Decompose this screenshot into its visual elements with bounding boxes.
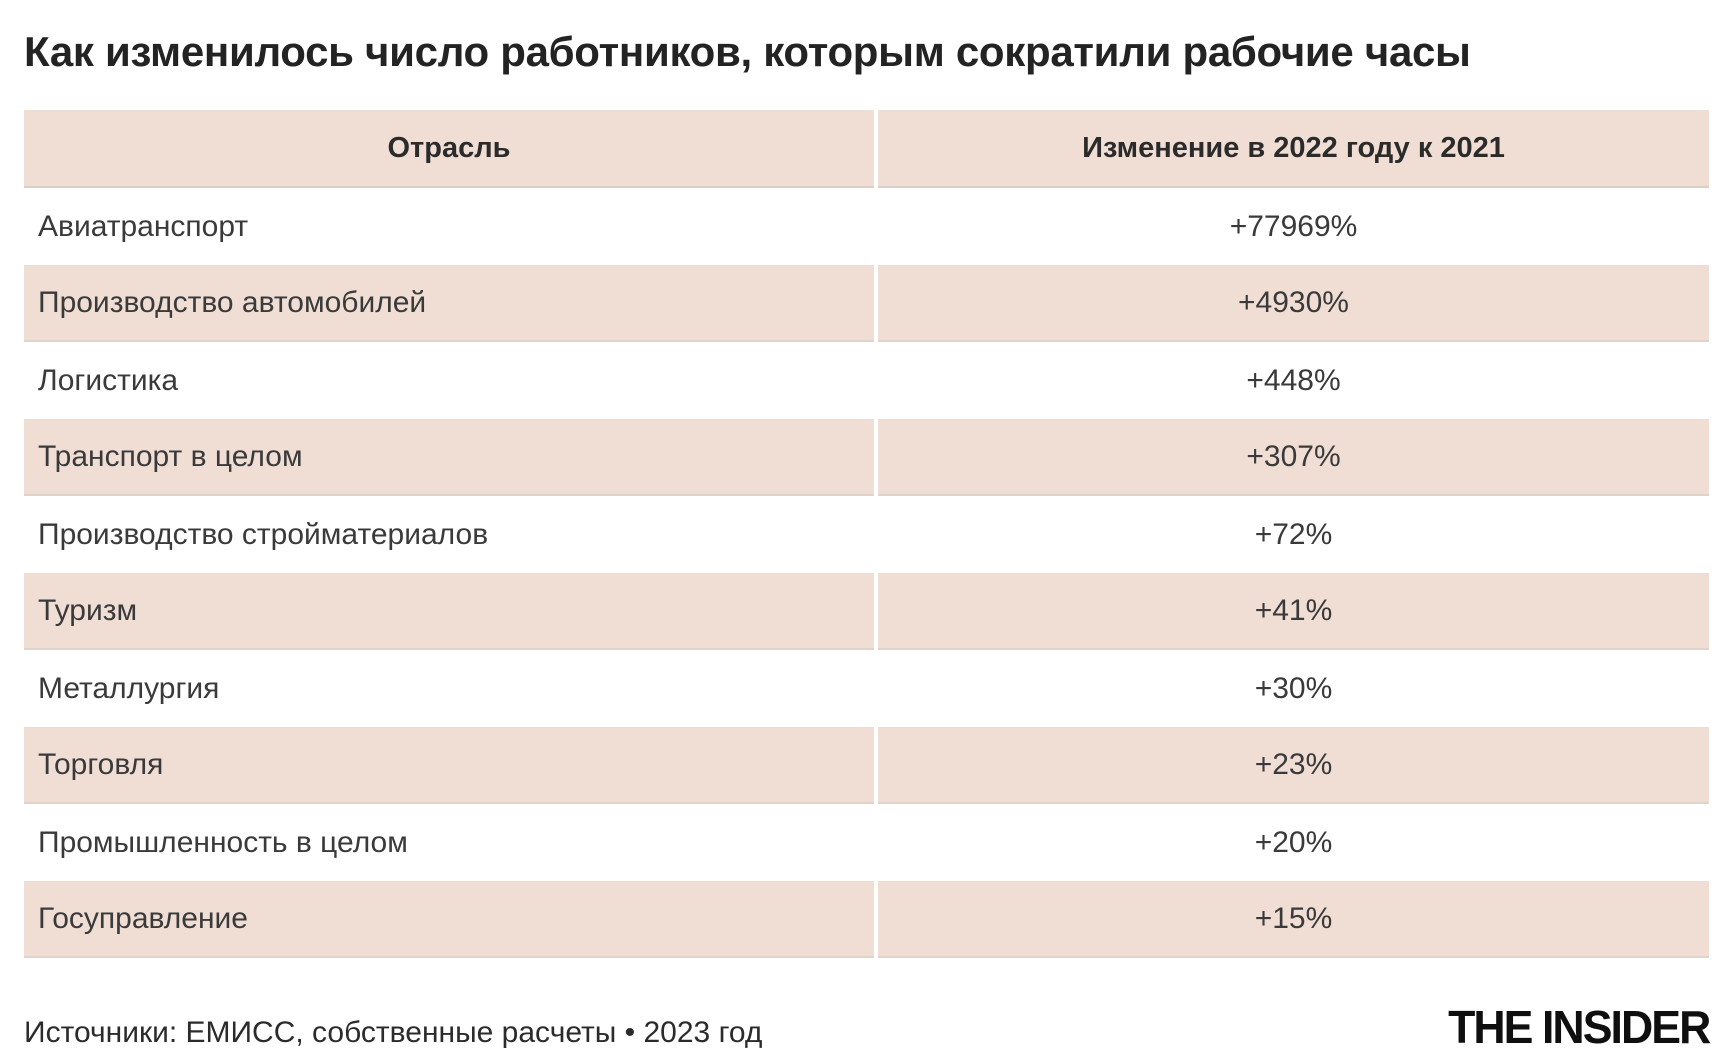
- industry-cell: Авиатранспорт: [24, 188, 874, 266]
- change-cell: +20%: [878, 804, 1709, 882]
- table-header-row: Отрасль Изменение в 2022 году к 2021: [24, 110, 1709, 189]
- change-cell: +72%: [878, 496, 1709, 574]
- change-cell: +41%: [878, 573, 1709, 651]
- industry-cell: Производство стройматериалов: [24, 496, 874, 574]
- industry-cell: Производство автомобилей: [24, 265, 874, 343]
- industry-cell: Металлургия: [24, 650, 874, 728]
- table-row: Металлургия +30%: [24, 650, 1709, 728]
- change-cell: +77969%: [878, 188, 1709, 266]
- table-row: Производство автомобилей +4930%: [24, 265, 1709, 343]
- change-cell: +15%: [878, 881, 1709, 959]
- table-row: Производство стройматериалов +72%: [24, 496, 1709, 574]
- industry-cell: Транспорт в целом: [24, 419, 874, 497]
- data-table: Отрасль Изменение в 2022 году к 2021 Ави…: [24, 110, 1709, 959]
- change-cell: +4930%: [878, 265, 1709, 343]
- table-row: Госуправление +15%: [24, 881, 1709, 959]
- industry-cell: Туризм: [24, 573, 874, 651]
- table-row: Авиатранспорт +77969%: [24, 188, 1709, 266]
- footer: Источники: ЕМИСС, собственные расчеты • …: [24, 1000, 1711, 1054]
- page-title: Как изменилось число работников, которым…: [24, 28, 1471, 75]
- change-cell: +307%: [878, 419, 1709, 497]
- table-row: Торговля +23%: [24, 727, 1709, 805]
- change-cell: +23%: [878, 727, 1709, 805]
- industry-cell: Торговля: [24, 727, 874, 805]
- table-row: Туризм +41%: [24, 573, 1709, 651]
- change-cell: +448%: [878, 342, 1709, 420]
- industry-cell: Промышленность в целом: [24, 804, 874, 882]
- table-row: Логистика +448%: [24, 342, 1709, 420]
- industry-cell: Логистика: [24, 342, 874, 420]
- table-row: Транспорт в целом +307%: [24, 419, 1709, 497]
- header-cell-industry: Отрасль: [24, 110, 874, 189]
- header-cell-change: Изменение в 2022 году к 2021: [878, 110, 1709, 189]
- industry-cell: Госуправление: [24, 881, 874, 959]
- brand-logo: THE INSIDER: [1447, 1001, 1711, 1054]
- source-note: Источники: ЕМИСС, собственные расчеты • …: [24, 1016, 763, 1050]
- change-cell: +30%: [878, 650, 1709, 728]
- table-row: Промышленность в целом +20%: [24, 804, 1709, 882]
